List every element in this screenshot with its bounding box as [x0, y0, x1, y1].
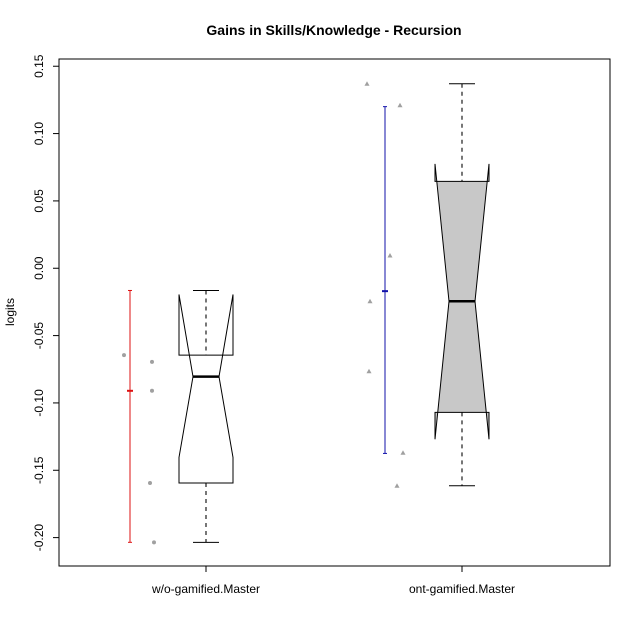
box-group	[364, 81, 490, 488]
chart-title: Gains in Skills/Knowledge - Recursion	[206, 22, 461, 38]
y-axis-label: logits	[3, 298, 17, 326]
y-tick-label: -0.20	[32, 524, 46, 552]
data-point	[364, 81, 370, 86]
data-point	[397, 102, 403, 108]
boxes-layer	[122, 81, 490, 545]
y-axis: -0.20 -0.15 -0.10 -0.05 0.00 0.05 0.10 0.15	[32, 54, 59, 551]
data-point	[152, 540, 156, 545]
plot-frame	[58, 58, 611, 567]
notched-box	[178, 294, 234, 484]
y-tick-label: -0.15	[32, 456, 46, 484]
data-point	[150, 388, 154, 393]
y-tick-label: 0.05	[32, 189, 46, 213]
data-point	[366, 368, 372, 374]
y-tick-label: 0.15	[32, 54, 46, 78]
box-group	[122, 289, 234, 545]
data-point	[367, 298, 373, 304]
x-axis: w/o-gamified.Master ont-gamified.Master	[151, 566, 515, 596]
y-tick-label: 0.10	[32, 122, 46, 146]
data-point	[148, 481, 152, 486]
x-tick-label: w/o-gamified.Master	[151, 582, 260, 596]
y-tick-label: 0.00	[32, 256, 46, 280]
data-point	[122, 353, 126, 358]
y-tick-label: -0.05	[32, 322, 46, 350]
data-point	[150, 359, 154, 364]
data-point	[400, 450, 406, 455]
data-point	[387, 252, 393, 258]
x-tick-label: ont-gamified.Master	[409, 582, 515, 596]
y-tick-label: -0.10	[32, 389, 46, 417]
data-point	[394, 483, 400, 488]
